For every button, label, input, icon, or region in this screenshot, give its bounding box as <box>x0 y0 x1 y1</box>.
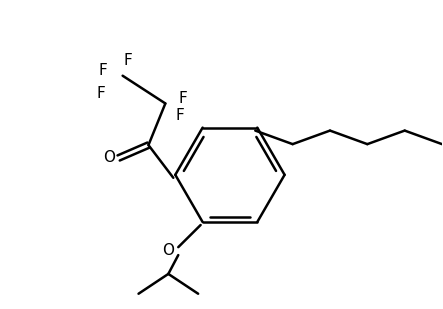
Text: F: F <box>98 63 107 78</box>
Text: O: O <box>103 150 115 165</box>
Text: F: F <box>176 108 185 123</box>
Text: F: F <box>123 53 132 68</box>
Text: O: O <box>162 243 175 258</box>
Text: F: F <box>97 86 105 101</box>
Text: F: F <box>179 91 188 106</box>
